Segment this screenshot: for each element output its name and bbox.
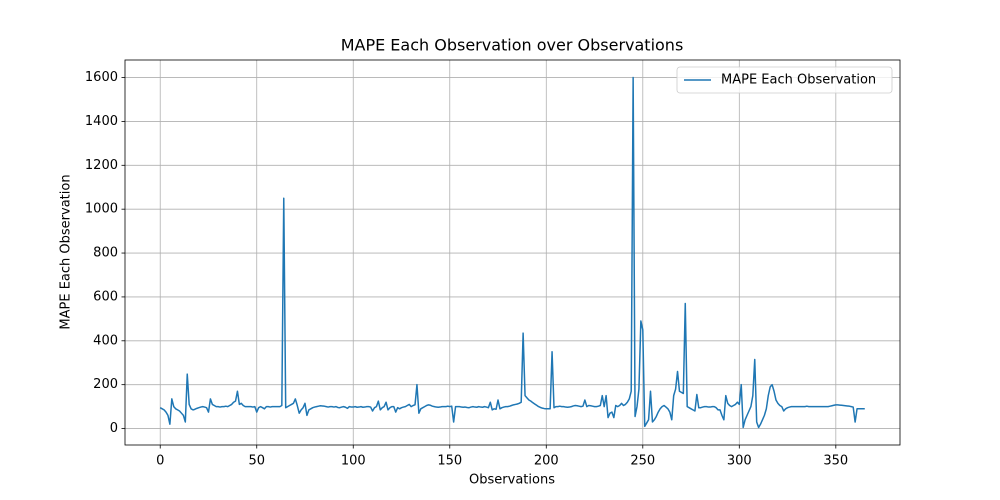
y-tick-label: 1200	[85, 158, 118, 173]
x-tick-label: 200	[534, 454, 559, 469]
y-tick-label: 1600	[85, 70, 118, 85]
x-tick-label: 0	[156, 454, 164, 469]
legend-box	[676, 66, 893, 94]
x-tick-label: 50	[248, 454, 265, 469]
y-tick-label: 400	[93, 333, 118, 348]
y-tick-label: 800	[93, 246, 118, 261]
y-tick-label: 200	[93, 377, 118, 392]
x-axis-label: Observations	[469, 473, 555, 488]
y-tick-label: 1400	[85, 114, 118, 129]
x-tick-label: 350	[823, 454, 848, 469]
y-tick-label: 600	[93, 289, 118, 304]
legend-label: MAPE Each Observation	[721, 73, 876, 88]
y-tick-label: 0	[110, 421, 118, 436]
x-tick-label: 100	[341, 454, 366, 469]
y-axis-label: MAPE Each Observation	[59, 174, 74, 329]
x-tick-label: 150	[437, 454, 462, 469]
x-tick-label: 300	[727, 454, 752, 469]
y-tick-label: 1000	[85, 202, 118, 217]
plot-frame	[124, 59, 901, 446]
chart-title: MAPE Each Observation over Observations	[341, 36, 684, 55]
data-line	[159, 76, 865, 429]
x-tick-label: 250	[630, 454, 655, 469]
